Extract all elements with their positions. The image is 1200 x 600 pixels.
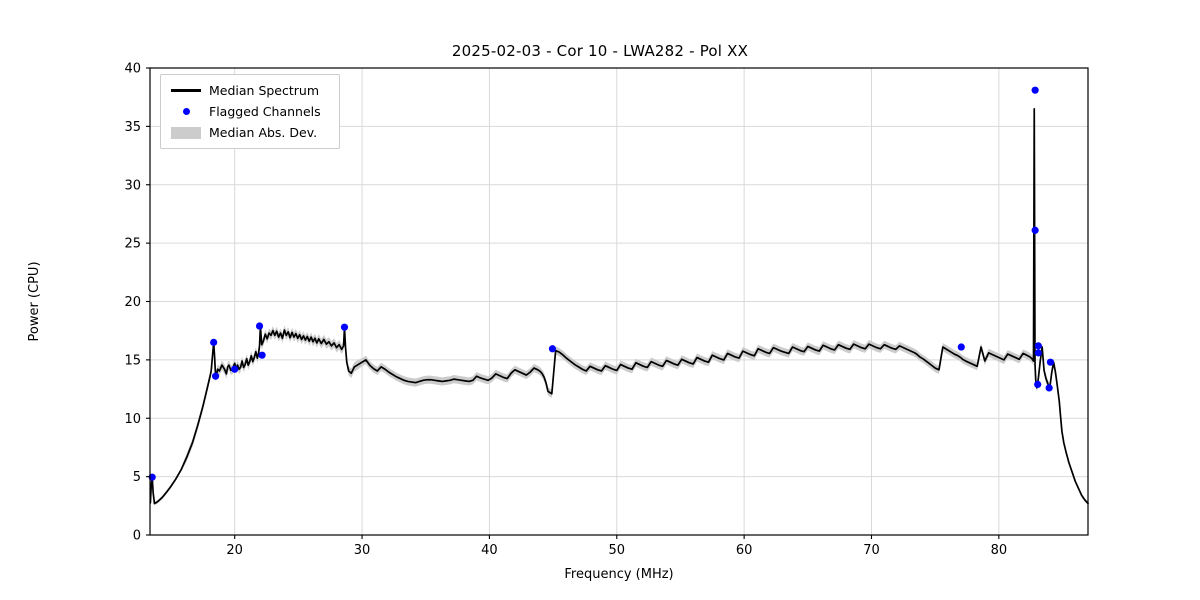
x-tick-label: 50 [608,543,625,558]
flagged-channel-point [1046,358,1055,366]
legend-label-median-spectrum: Median Spectrum [209,83,320,98]
patch-swatch-icon [167,126,205,139]
y-tick-label: 20 [124,295,141,310]
dot-swatch-icon [167,108,205,115]
flagged-channel-point [1031,86,1039,94]
y-tick-label: 0 [133,529,141,544]
x-axis-label: Frequency (MHz) [564,567,673,582]
x-tick-label: 30 [354,543,371,558]
flagged-channel-point [210,338,218,346]
chart-title: 2025-02-03 - Cor 10 - LWA282 - Pol XX [451,42,749,60]
legend-label-flagged-channels: Flagged Channels [209,104,321,119]
y-tick-label: 25 [124,237,141,252]
axis-ticks: 20 30 40 50 60 70 80 0 5 10 15 20 25 30 35 40 [124,62,1007,559]
y-axis-label: Power (CPU) [27,261,42,341]
y-tick-label: 15 [124,353,141,368]
y-tick-label: 35 [124,120,141,135]
legend-label-median-abs-dev: Median Abs. Dev. [209,125,318,140]
flagged-channel-point [1034,380,1042,388]
flagged-channel-point [211,372,220,380]
x-tick-label: 80 [991,543,1008,558]
line-swatch-icon [167,89,205,92]
median-abs-dev-band [150,104,1088,506]
legend-item-median-abs-dev[interactable]: Median Abs. Dev. [167,122,331,143]
flagged-channel-point [1034,342,1042,350]
flagged-channel-markers [148,86,1055,481]
x-tick-label: 70 [863,543,880,558]
flagged-channel-point [957,343,965,351]
legend-item-flagged-channels[interactable]: Flagged Channels [167,101,331,122]
median-spectrum-line [149,108,1089,505]
x-tick-label: 40 [481,543,498,558]
flagged-channel-point [340,323,349,331]
y-tick-label: 5 [133,470,141,485]
y-tick-label: 40 [124,62,141,77]
chart-legend: Median Spectrum Flagged Channels Median … [160,74,340,149]
gridlines [150,67,1088,535]
flagged-channel-point [1031,226,1039,234]
flagged-channel-point [231,365,239,373]
y-tick-label: 30 [124,178,141,193]
flagged-channel-point [1045,384,1053,392]
flagged-channel-point [1034,349,1042,357]
flagged-channel-point [255,322,264,330]
x-tick-label: 60 [736,543,753,558]
x-tick-label: 20 [226,543,243,558]
flagged-channel-point [548,345,557,353]
y-tick-label: 10 [124,412,141,427]
legend-item-median-spectrum[interactable]: Median Spectrum [167,80,331,101]
flagged-channel-point [258,351,266,359]
